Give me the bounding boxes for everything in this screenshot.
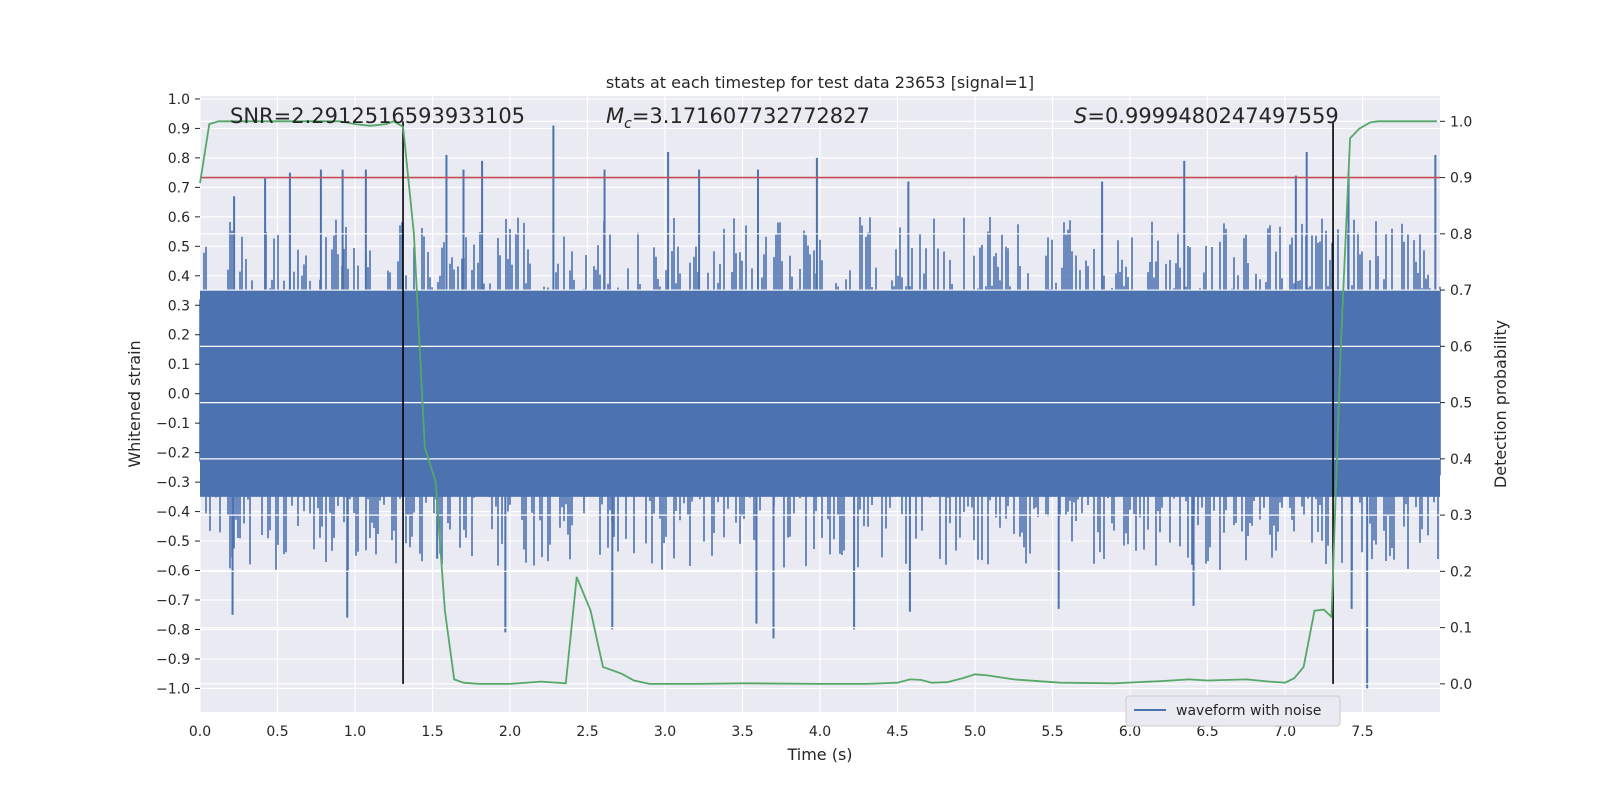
- left-y-tick-label: 0.2: [168, 328, 190, 344]
- x-tick-labels: 0.0 0.5 1.0 1.5 2.0 2.5 3.0 3.5 4.0 4.5 5.0 5.5 6.0 6…: [189, 724, 1374, 740]
- left-y-tick-label: 1.0: [168, 92, 190, 108]
- snr-annotation: SNR=2.2912516593933105: [230, 104, 525, 128]
- detection-probability-line: [199, 120, 1437, 685]
- left-y-tick-label: −1.0: [156, 681, 190, 697]
- right-gridlines: [200, 120, 1440, 685]
- right-y-axis-label: Detection probability: [1491, 320, 1510, 488]
- right-y-tick-label: 0.0: [1450, 677, 1472, 693]
- x-tick-label: 3.0: [654, 724, 676, 740]
- chirp-mass-annotation: Mc=3.171607732772827: [606, 104, 870, 132]
- left-y-tick-label: −0.4: [156, 505, 190, 521]
- waveform-series: [199, 125, 1441, 689]
- x-tick-label: 5.0: [964, 724, 986, 740]
- legend-box: [1125, 695, 1341, 727]
- x-tick-label: 0.0: [189, 724, 211, 740]
- x-tick-label: 6.0: [1119, 724, 1141, 740]
- left-y-tick-label: −0.8: [156, 622, 190, 638]
- left-y-tick-label: −0.7: [156, 593, 190, 609]
- left-y-tick-label: −0.1: [156, 416, 190, 432]
- right-y-tick-label: 0.2: [1450, 564, 1472, 580]
- left-y-tick-label: 0.0: [168, 387, 190, 403]
- waveform-trace: [199, 217, 1441, 571]
- chart-title: stats at each timestep for test data 236…: [606, 73, 1034, 92]
- right-y-tick-label: 1.0: [1450, 114, 1472, 130]
- x-tick-label: 1.5: [421, 724, 443, 740]
- x-tick-label: 7.0: [1274, 724, 1296, 740]
- left-y-tick-label: −0.9: [156, 652, 190, 668]
- right-y-tick-label: 0.4: [1450, 452, 1472, 468]
- right-y-tick-label: 0.1: [1450, 621, 1472, 637]
- x-tick-label: 3.5: [731, 724, 753, 740]
- left-y-tick-label: −0.3: [156, 475, 190, 491]
- legend-label: waveform with noise: [1176, 703, 1321, 719]
- left-y-tick-label: 0.5: [168, 239, 190, 255]
- right-y-tick-label: 0.3: [1450, 508, 1472, 524]
- x-tick-label: 2.5: [576, 724, 598, 740]
- left-y-tick-label: 0.6: [168, 210, 190, 226]
- left-y-tick-label: −0.6: [156, 564, 190, 580]
- score-annotation: S=0.9999480247497559: [1074, 104, 1339, 128]
- x-axis-label: Time (s): [786, 745, 852, 764]
- x-tick-label: 6.5: [1196, 724, 1218, 740]
- right-y-tick-label: 0.8: [1450, 227, 1472, 243]
- left-y-tick-label: 0.8: [168, 151, 190, 167]
- left-y-tick-label: 0.1: [168, 357, 190, 373]
- x-tick-label: 1.0: [344, 724, 366, 740]
- x-tick-label: 5.5: [1041, 724, 1063, 740]
- right-y-tick-label: 0.6: [1450, 339, 1472, 355]
- right-y-tick-label: 0.9: [1450, 171, 1472, 187]
- legend: waveform with noise: [1125, 695, 1341, 727]
- left-y-tick-label: 0.4: [168, 269, 190, 285]
- x-tick-label: 4.0: [809, 724, 831, 740]
- left-y-tick-labels: 1.0 0.9 0.8 0.7 0.6 0.5 0.4 0.3 0.2 0.1 0.0 −0.1 −0.…: [156, 92, 200, 697]
- left-y-tick-label: 0.9: [168, 121, 190, 137]
- x-tick-label: 0.5: [266, 724, 288, 740]
- right-y-tick-labels: 1.0 0.9 0.8 0.7 0.6 0.5 0.4 0.3 0.2 0.1 0.0: [1440, 114, 1472, 693]
- left-y-tick-label: 0.7: [168, 180, 190, 196]
- left-y-tick-label: −0.5: [156, 534, 190, 550]
- left-y-tick-label: 0.3: [168, 298, 190, 314]
- left-y-axis-label: Whitened strain: [125, 340, 144, 467]
- x-tick-label: 2.0: [499, 724, 521, 740]
- x-tick-label: 7.5: [1351, 724, 1373, 740]
- x-tick-label: 4.5: [886, 724, 908, 740]
- left-y-tick-label: −0.2: [156, 446, 190, 462]
- right-y-tick-label: 0.5: [1450, 396, 1472, 412]
- right-y-tick-label: 0.7: [1450, 283, 1472, 299]
